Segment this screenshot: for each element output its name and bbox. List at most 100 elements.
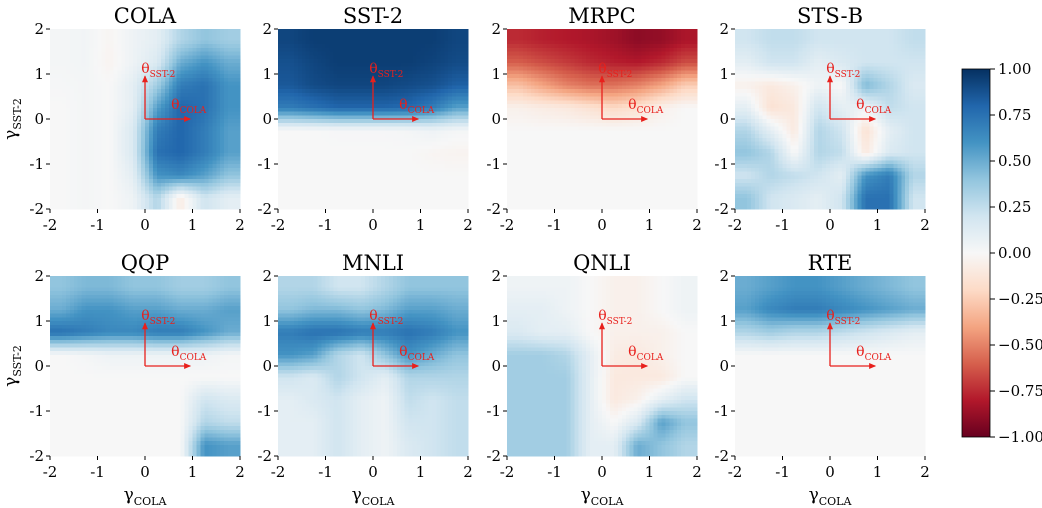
heatmap-cell: [460, 77, 465, 83]
heatmap-cell: [305, 194, 311, 199]
heatmap-cell: [365, 141, 370, 146]
heatmap-cell: [129, 190, 134, 195]
heatmap-cell: [440, 126, 445, 131]
heatmap-cell: [317, 96, 323, 101]
heatmap-cell: [305, 92, 311, 98]
heatmap-cell: [148, 47, 154, 53]
heatmap-cell: [373, 179, 378, 184]
heatmap-cell: [145, 62, 150, 68]
heatmap-cell: [97, 145, 103, 150]
heatmap-cell: [297, 85, 303, 90]
heatmap-cell: [538, 32, 544, 38]
heatmap-cell: [428, 40, 433, 45]
heatmap-cell: [321, 130, 327, 135]
heatmap-cell: [380, 104, 386, 109]
heatmap-cell: [301, 167, 307, 173]
heatmap-cell: [578, 36, 583, 41]
heatmap-cell: [448, 167, 453, 173]
heatmap-cell: [168, 126, 174, 131]
heatmap-cell: [345, 111, 350, 116]
heatmap-cell: [113, 96, 118, 101]
heatmap-cell: [602, 51, 607, 56]
heatmap-cell: [278, 32, 283, 38]
heatmap-cell: [293, 77, 299, 83]
heatmap-cell: [152, 62, 158, 68]
heatmap-cell: [333, 122, 338, 128]
heatmap-cell: [65, 152, 71, 158]
heatmap-cell: [396, 167, 402, 173]
heatmap-cell: [590, 29, 595, 34]
heatmap-cell: [172, 44, 178, 49]
heatmap-cell: [384, 201, 390, 206]
heatmap-cell: [77, 89, 83, 94]
heatmap-cell: [224, 96, 229, 101]
heatmap-cell: [188, 107, 194, 113]
heatmap-cell: [281, 156, 287, 161]
heatmap-cell: [212, 145, 217, 150]
heatmap-cell: [105, 156, 110, 161]
heatmap-cell: [81, 126, 87, 131]
heatmap-cell: [408, 107, 414, 113]
heatmap-cell: [196, 51, 202, 56]
heatmap-cell: [196, 152, 202, 158]
heatmap-cell: [609, 36, 615, 41]
heatmap-cell: [192, 36, 198, 41]
heatmap-cell: [232, 134, 237, 139]
heatmap-cell: [289, 51, 295, 56]
heatmap-cell: [129, 55, 134, 60]
heatmap-cell: [156, 100, 162, 105]
heatmap-cell: [192, 186, 198, 191]
heatmap-cell: [353, 167, 358, 173]
heatmap-cell: [448, 194, 453, 199]
heatmap-cell: [180, 190, 186, 195]
heatmap-cell: [73, 111, 79, 116]
heatmap-cell: [73, 175, 79, 180]
heatmap-cell: [164, 62, 170, 68]
heatmap-cell: [224, 126, 229, 131]
heatmap-cell: [301, 44, 307, 49]
heatmap-cell: [109, 141, 114, 146]
heatmap-cell: [432, 104, 437, 109]
heatmap-cell: [121, 126, 126, 131]
heatmap-cell: [212, 205, 217, 210]
heatmap-cell: [81, 51, 87, 56]
heatmap-cell: [50, 190, 55, 195]
heatmap-cell: [152, 66, 158, 71]
heatmap-cell: [333, 111, 338, 116]
heatmap-cell: [301, 201, 307, 206]
heatmap-cell: [534, 47, 540, 53]
heatmap-cell: [293, 126, 299, 131]
heatmap-cell: [228, 141, 233, 146]
heatmap-cell: [69, 141, 75, 146]
heatmap-cell: [400, 115, 406, 120]
heatmap-cell: [180, 194, 186, 199]
heatmap-cell: [305, 59, 311, 64]
heatmap-cell: [673, 51, 678, 56]
heatmap-cell: [232, 55, 237, 60]
heatmap-cell: [65, 137, 71, 143]
heatmap-cell: [464, 29, 469, 34]
heatmap-cell: [558, 29, 564, 34]
heatmap-cell: [125, 141, 130, 146]
heatmap-cell: [73, 62, 79, 68]
heatmap-cell: [160, 175, 166, 180]
heatmap-cell: [301, 40, 307, 45]
heatmap-cell: [152, 122, 158, 128]
heatmap-cell: [101, 59, 107, 64]
heatmap-cell: [57, 36, 63, 41]
heatmap-cell: [384, 74, 390, 79]
heatmap-cell: [184, 167, 190, 173]
heatmap-cell: [208, 171, 213, 176]
heatmap-cell: [598, 40, 603, 45]
heatmap-cell: [460, 122, 465, 128]
heatmap-cell: [369, 85, 374, 90]
heatmap-cell: [313, 85, 319, 90]
heatmap-cell: [61, 92, 67, 98]
heatmap-cell: [192, 167, 198, 173]
heatmap-cell: [301, 175, 307, 180]
heatmap-cell: [605, 29, 611, 34]
heatmap-cell: [609, 40, 615, 45]
heatmap-cell: [625, 36, 631, 41]
heatmap-cell: [554, 47, 560, 53]
heatmap-cell: [105, 40, 110, 45]
